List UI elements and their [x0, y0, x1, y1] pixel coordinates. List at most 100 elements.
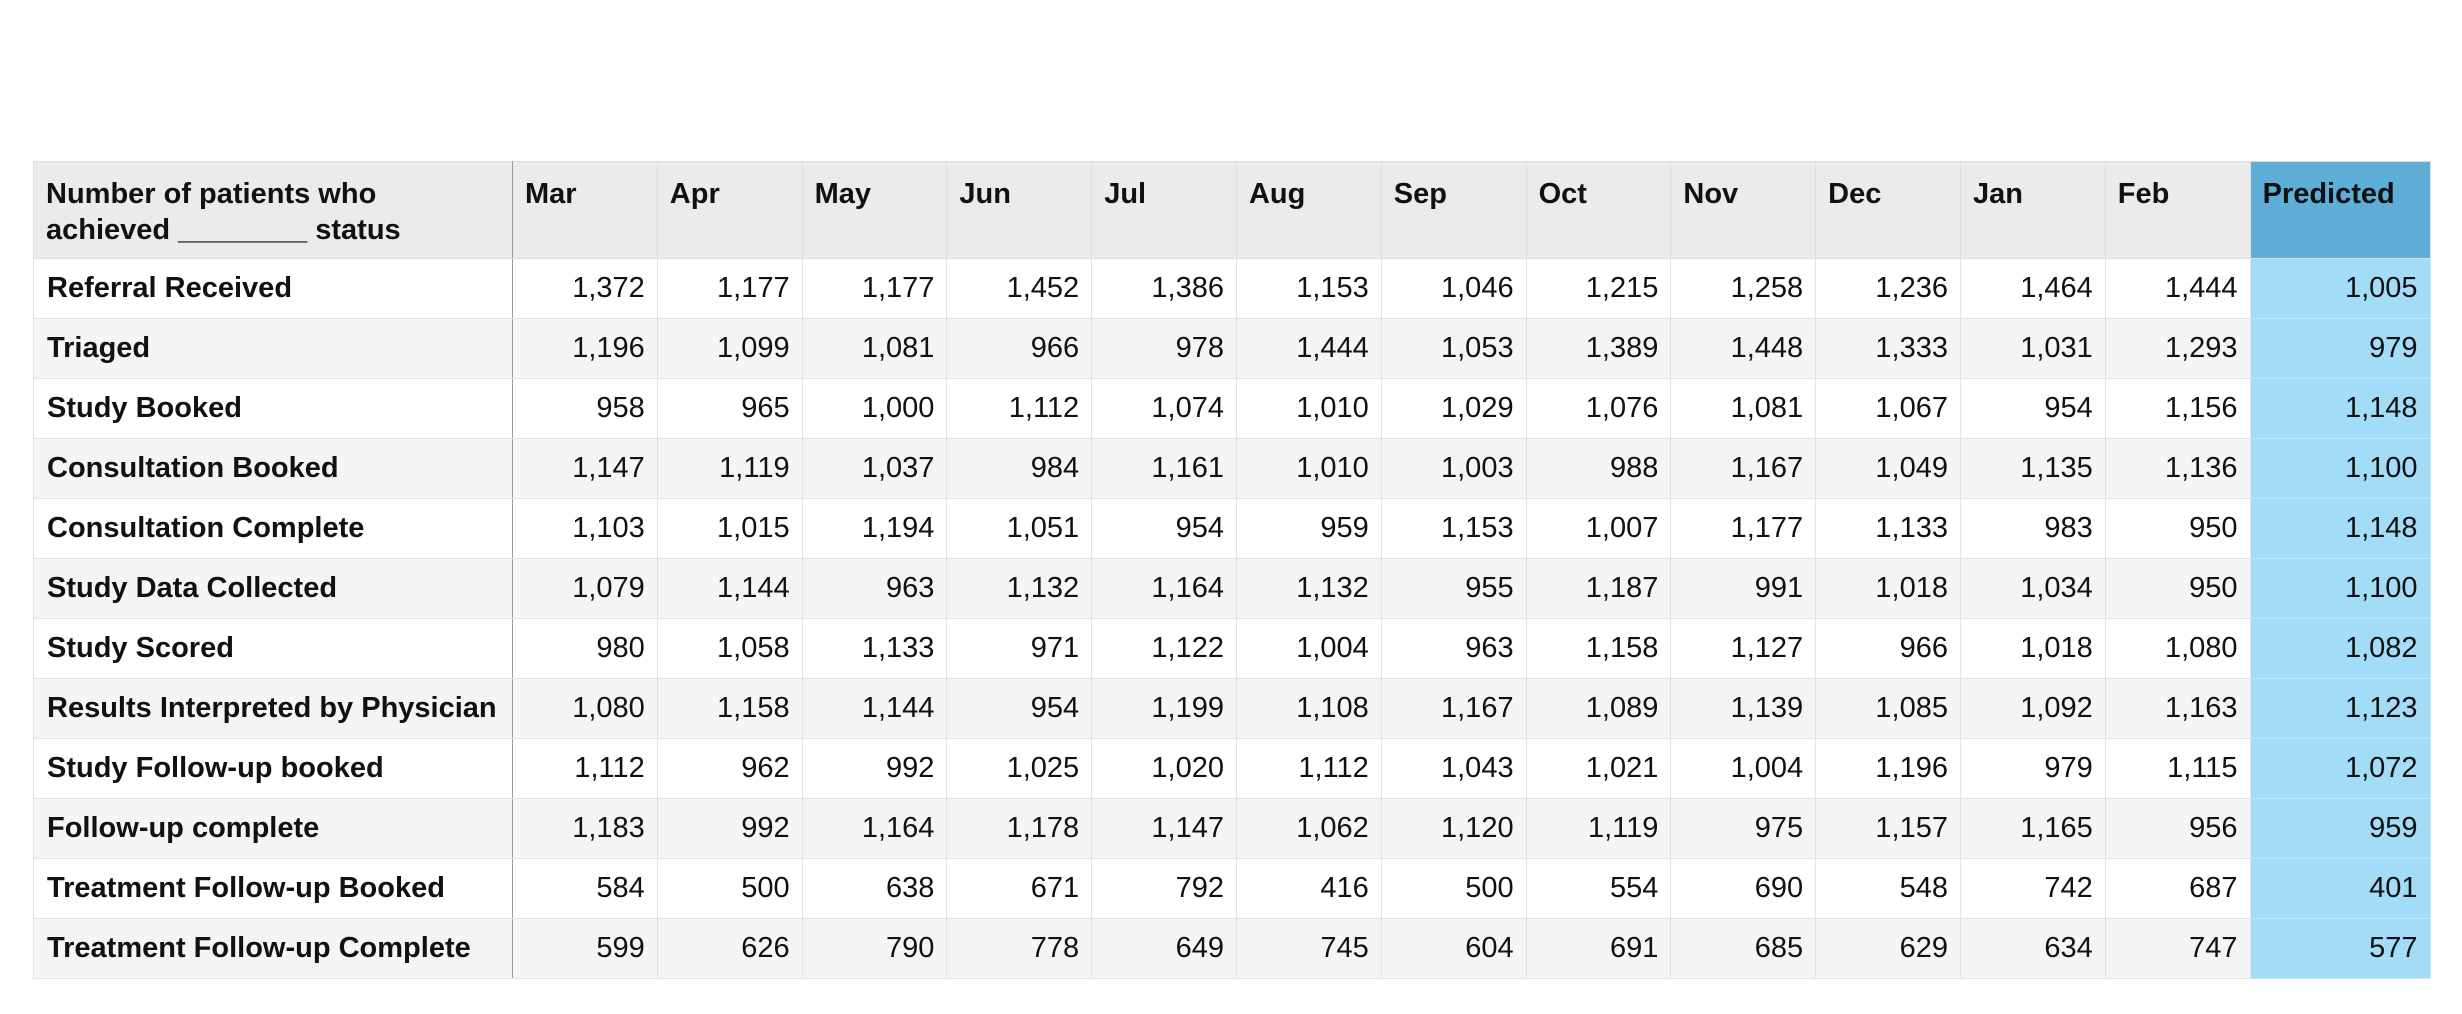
value-cell: 1,333: [1815, 318, 1961, 379]
value-cell: 1,389: [1525, 318, 1672, 379]
value-cell: 1,120: [1380, 798, 1527, 859]
table-row: Follow-up complete 1,183 992 1,164 1,178 1,14…: [33, 798, 2431, 859]
value-cell: 747: [2104, 918, 2251, 979]
value-cell: 1,049: [1815, 438, 1961, 499]
month-header: Jun: [946, 161, 1093, 259]
value-cell: 745: [1235, 918, 1382, 979]
header-row: Number of patients who achieved ________…: [33, 161, 2431, 259]
value-cell: 1,021: [1525, 738, 1672, 799]
value-cell: 500: [656, 858, 803, 919]
predicted-cell: 1,100: [2249, 558, 2431, 619]
row-label: Treatment Follow-up Booked: [33, 858, 513, 919]
predicted-cell: 1,123: [2249, 678, 2431, 739]
value-cell: 599: [512, 918, 658, 979]
row-label: Study Scored: [33, 618, 513, 679]
value-cell: 604: [1380, 918, 1527, 979]
value-cell: 1,132: [1235, 558, 1382, 619]
month-header: Sep: [1380, 161, 1527, 259]
value-cell: 1,020: [1091, 738, 1237, 799]
value-cell: 1,167: [1670, 438, 1817, 499]
value-cell: 1,157: [1815, 798, 1961, 859]
value-cell: 1,133: [1815, 498, 1961, 559]
value-cell: 1,112: [1235, 738, 1382, 799]
predicted-cell: 401: [2249, 858, 2431, 919]
table-body: Referral Received 1,372 1,177 1,177 1,452 1,3…: [33, 258, 2431, 979]
value-cell: 950: [2104, 558, 2251, 619]
table-row: Referral Received 1,372 1,177 1,177 1,452 1,3…: [33, 258, 2431, 319]
table-row: Study Booked 958 965 1,000 1,112 1,074 1,010 1,…: [33, 378, 2431, 439]
value-cell: 1,177: [1670, 498, 1817, 559]
month-header: Feb: [2104, 161, 2251, 259]
predicted-header: Predicted: [2249, 161, 2431, 259]
value-cell: 1,031: [1959, 318, 2106, 379]
month-header: Jan: [1959, 161, 2106, 259]
value-cell: 1,080: [512, 678, 658, 739]
value-cell: 1,010: [1235, 378, 1382, 439]
value-cell: 1,089: [1525, 678, 1672, 739]
table-row: Consultation Complete 1,103 1,015 1,194 1,05…: [33, 498, 2431, 559]
month-header: Mar: [512, 161, 658, 259]
value-cell: 984: [946, 438, 1093, 499]
patient-status-table: Number of patients who achieved ________…: [33, 161, 2431, 979]
value-cell: 1,147: [1091, 798, 1237, 859]
value-cell: 1,103: [512, 498, 658, 559]
value-cell: 1,164: [1091, 558, 1237, 619]
value-cell: 1,167: [1380, 678, 1527, 739]
value-cell: 1,112: [946, 378, 1093, 439]
value-cell: 1,062: [1235, 798, 1382, 859]
value-cell: 963: [801, 558, 948, 619]
value-cell: 1,372: [512, 258, 658, 319]
value-cell: 979: [1959, 738, 2106, 799]
value-cell: 629: [1815, 918, 1961, 979]
value-cell: 1,144: [801, 678, 948, 739]
predicted-cell: 1,148: [2249, 378, 2431, 439]
row-label: Study Follow-up booked: [33, 738, 513, 799]
value-cell: 1,007: [1525, 498, 1672, 559]
value-cell: 1,161: [1091, 438, 1237, 499]
value-cell: 1,163: [2104, 678, 2251, 739]
month-header: Oct: [1525, 161, 1672, 259]
value-cell: 1,187: [1525, 558, 1672, 619]
row-label: Consultation Complete: [33, 498, 513, 559]
value-cell: 634: [1959, 918, 2106, 979]
month-header: Apr: [656, 161, 803, 259]
value-cell: 690: [1670, 858, 1817, 919]
value-cell: 959: [1235, 498, 1382, 559]
table-row: Treatment Follow-up Booked 584 500 638 671 79…: [33, 858, 2431, 919]
value-cell: 1,444: [1235, 318, 1382, 379]
value-cell: 1,236: [1815, 258, 1961, 319]
value-cell: 1,099: [656, 318, 803, 379]
value-cell: 1,122: [1091, 618, 1237, 679]
value-cell: 1,004: [1235, 618, 1382, 679]
value-cell: 1,147: [512, 438, 658, 499]
value-cell: 950: [2104, 498, 2251, 559]
value-cell: 1,386: [1091, 258, 1237, 319]
value-cell: 1,136: [2104, 438, 2251, 499]
value-cell: 956: [2104, 798, 2251, 859]
month-header: May: [801, 161, 948, 259]
predicted-cell: 979: [2249, 318, 2431, 379]
value-cell: 1,051: [946, 498, 1093, 559]
value-cell: 988: [1525, 438, 1672, 499]
value-cell: 1,153: [1235, 258, 1382, 319]
value-cell: 691: [1525, 918, 1672, 979]
value-cell: 1,194: [801, 498, 948, 559]
month-header: Dec: [1815, 161, 1961, 259]
row-label: Consultation Booked: [33, 438, 513, 499]
value-cell: 685: [1670, 918, 1817, 979]
month-header: Jul: [1091, 161, 1237, 259]
value-cell: 1,164: [801, 798, 948, 859]
predicted-cell: 577: [2249, 918, 2431, 979]
value-cell: 1,183: [512, 798, 658, 859]
value-cell: 1,156: [2104, 378, 2251, 439]
value-cell: 992: [656, 798, 803, 859]
value-cell: 1,085: [1815, 678, 1961, 739]
value-cell: 1,452: [946, 258, 1093, 319]
value-cell: 671: [946, 858, 1093, 919]
value-cell: 1,029: [1380, 378, 1527, 439]
value-cell: 1,464: [1959, 258, 2106, 319]
value-cell: 1,043: [1380, 738, 1527, 799]
value-cell: 1,018: [1959, 618, 2106, 679]
value-cell: 548: [1815, 858, 1961, 919]
value-cell: 975: [1670, 798, 1817, 859]
